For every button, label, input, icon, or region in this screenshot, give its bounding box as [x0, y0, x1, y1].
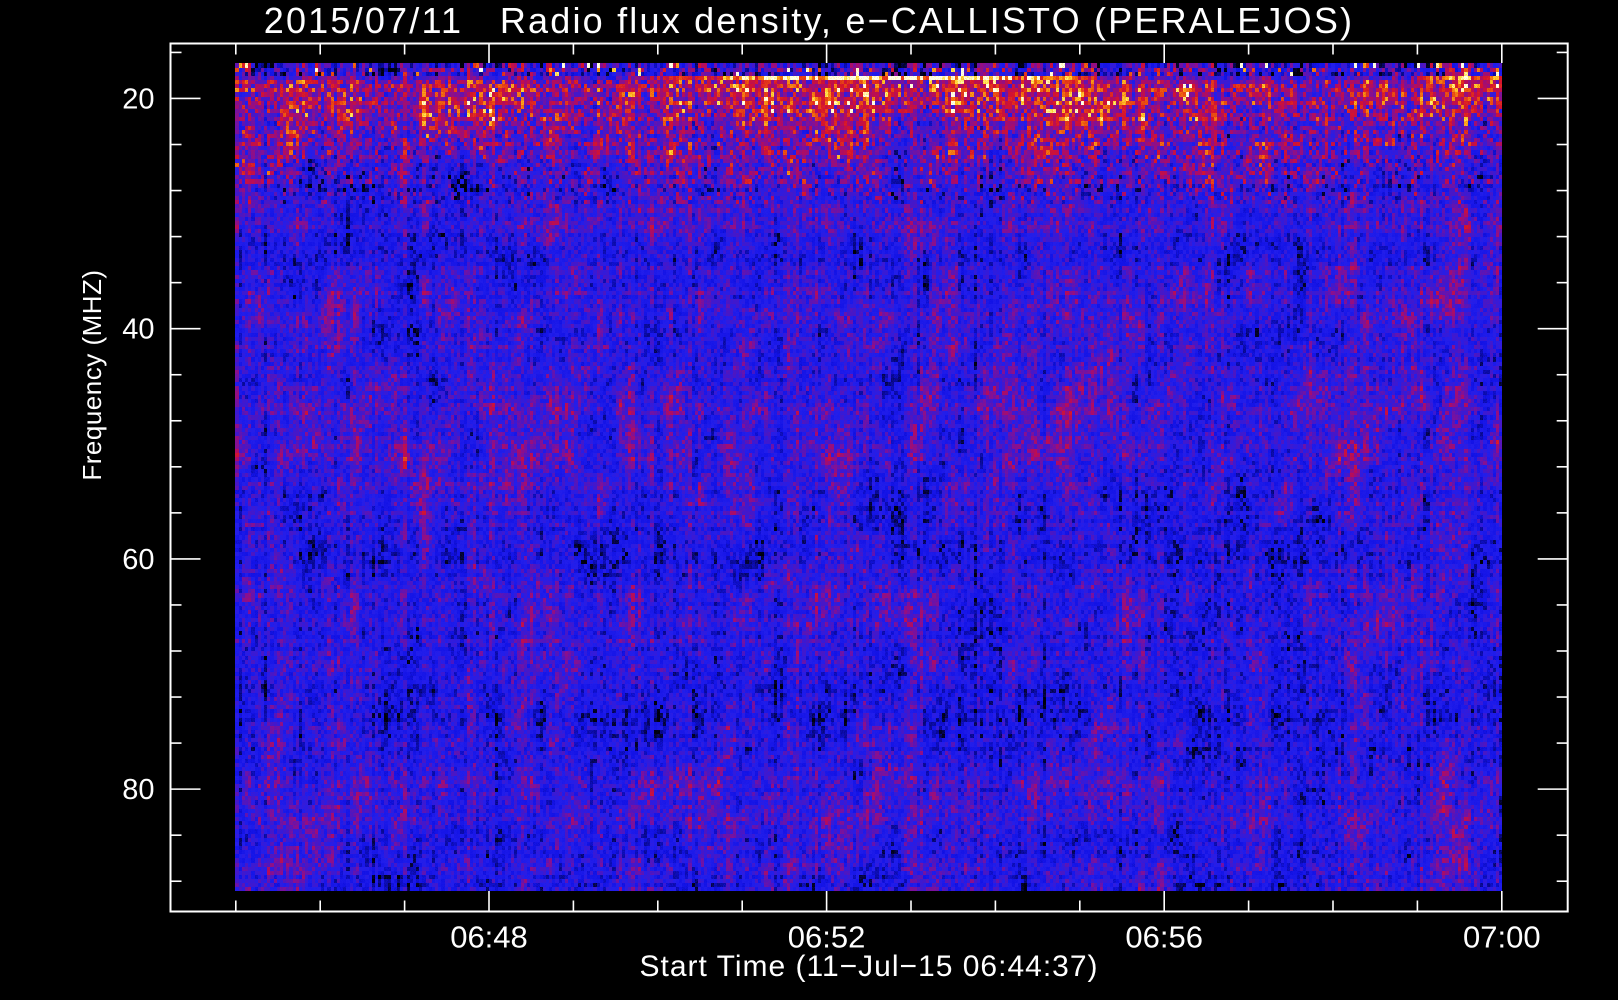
svg-text:80: 80 — [122, 774, 154, 806]
svg-text:40: 40 — [122, 314, 154, 346]
svg-text:60: 60 — [122, 544, 154, 576]
svg-text:20: 20 — [122, 83, 154, 115]
